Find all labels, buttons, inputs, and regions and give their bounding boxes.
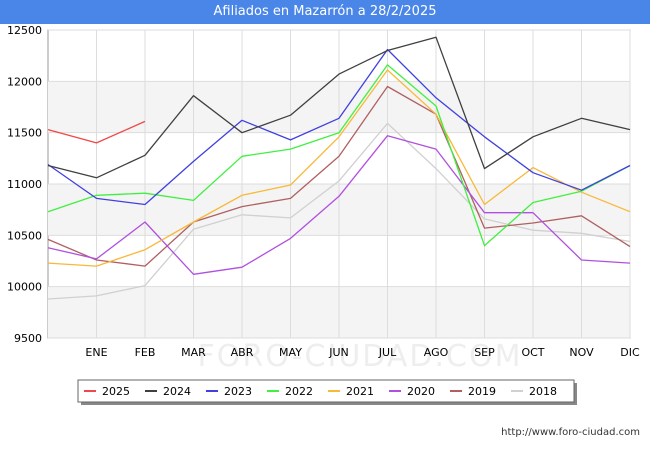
legend-label-2021: 2021 xyxy=(346,385,374,398)
series-line-2021 xyxy=(47,69,631,267)
y-axis-ticks: 9500 10000 10500 11000 11500 12000 12500 xyxy=(7,24,42,345)
x-tick-label: DIC xyxy=(620,346,640,359)
y-tick-label: 11500 xyxy=(7,127,42,140)
x-tick-label: SEP xyxy=(474,346,495,359)
legend-label-2022: 2022 xyxy=(285,385,313,398)
series-line-2024 xyxy=(47,36,631,179)
legend-label-2023: 2023 xyxy=(224,385,252,398)
series-line-2020 xyxy=(47,135,631,275)
y-tick-label: 12000 xyxy=(7,75,42,88)
series-line-2019 xyxy=(47,85,631,267)
y-tick-label: 10500 xyxy=(7,229,42,242)
series-line-2018 xyxy=(47,122,631,300)
legend-label-2019: 2019 xyxy=(468,385,496,398)
legend-label-2025: 2025 xyxy=(102,385,130,398)
x-tick-label: JUN xyxy=(328,346,349,359)
x-tick-label: FEB xyxy=(135,346,156,359)
x-tick-label: MAR xyxy=(181,346,206,359)
series-line-2025 xyxy=(47,120,146,144)
x-tick-label: OCT xyxy=(521,346,544,359)
x-tick-label: MAY xyxy=(279,346,302,359)
watermark-text: FORO-CIUDAD.COM xyxy=(198,339,523,374)
series-lines xyxy=(47,36,631,300)
x-tick-label: AGO xyxy=(424,346,449,359)
chart-title: Afiliados en Mazarrón a 28/2/2025 xyxy=(0,0,650,24)
y-tick-label: 11000 xyxy=(7,178,42,191)
x-tick-label: NOV xyxy=(569,346,594,359)
x-tick-label: ENE xyxy=(85,346,107,359)
legend: 2025 2024 2023 2022 2021 2020 2019 2018 xyxy=(77,379,577,405)
y-tick-label: 9500 xyxy=(14,332,42,345)
y-tick-label: 10000 xyxy=(7,281,42,294)
series-line-2023 xyxy=(47,48,631,206)
legend-label-2024: 2024 xyxy=(163,385,191,398)
x-axis-ticks: ENE FEB MAR ABR MAY JUN JUL AGO SEP OCT NOV DIC xyxy=(85,346,640,359)
x-tick-label: ABR xyxy=(231,346,254,359)
series-line-2022 xyxy=(47,64,631,247)
grid-lines xyxy=(48,29,631,339)
legend-label-2020: 2020 xyxy=(407,385,435,398)
legend-label-2018: 2018 xyxy=(529,385,557,398)
source-url[interactable]: http://www.foro-ciudad.com xyxy=(501,427,640,438)
legend-box xyxy=(77,379,575,403)
x-tick-label: JUL xyxy=(378,346,397,359)
y-tick-label: 12500 xyxy=(7,24,42,37)
